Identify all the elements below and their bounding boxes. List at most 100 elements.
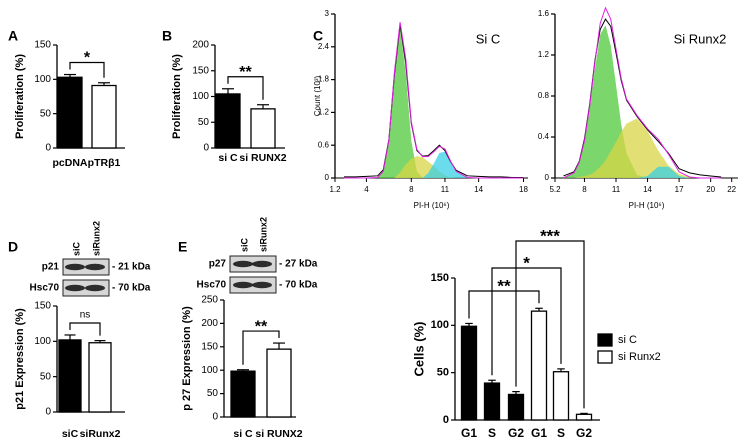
size-label: - 70 kDa: [112, 283, 151, 294]
blot-band: [85, 263, 105, 271]
y-tick-label: 50: [198, 117, 210, 128]
x-tick-label: 18: [519, 185, 528, 194]
blot-band: [252, 260, 272, 268]
y-axis-label: p 27 Expression (%): [181, 306, 193, 411]
bar: [230, 370, 256, 418]
histogram-title: Si Runx2: [674, 31, 727, 46]
x-tick-label: S: [557, 426, 565, 440]
bar: [88, 342, 112, 413]
bar: [91, 84, 117, 149]
y-tick-label: 50: [207, 388, 219, 399]
significance-bracket: [227, 76, 264, 100]
significance-bracket: [242, 330, 280, 365]
x-tick-label: 11: [612, 185, 621, 194]
x-tick-label: 4: [364, 185, 369, 194]
legend-swatch: [597, 350, 613, 364]
y-tick-label: 100: [34, 336, 51, 347]
size-label: - 70 kDa: [279, 280, 318, 291]
fit-area: [343, 27, 524, 178]
blot-band: [85, 284, 105, 292]
x-tick-label: 8: [582, 185, 587, 194]
blot-band: [233, 260, 253, 268]
x-tick-label: 14: [474, 185, 483, 194]
x-tick-label: si C: [218, 152, 238, 164]
y-axis-label: Count (10³): [313, 75, 322, 116]
y-tick-label: 0: [545, 173, 550, 182]
x-axis-label: PI-H (10⁶): [629, 201, 665, 210]
panel-letter: B: [162, 28, 172, 44]
y-tick-label: 0.6: [318, 140, 330, 149]
bar: [552, 371, 570, 421]
y-tick-label: 1.2: [538, 50, 550, 59]
significance-bracket: [468, 290, 540, 319]
significance-label: *: [523, 253, 530, 272]
x-tick-label: si RUNX2: [239, 152, 286, 164]
fit-area: [343, 151, 524, 178]
x-tick-label: siRunx2: [80, 428, 121, 440]
x-tick-label: pTRβ1: [88, 157, 121, 169]
y-tick-label: 100: [201, 365, 218, 376]
y-tick-label: 150: [34, 40, 51, 51]
x-tick-label: 11: [441, 185, 450, 194]
x-tick-label: si C: [233, 428, 253, 440]
bar: [266, 348, 292, 418]
y-tick-label: 3: [325, 9, 330, 18]
y-tick-label: 100: [34, 74, 51, 85]
y-tick-label: 0: [212, 412, 218, 423]
significance-label: ns: [80, 310, 91, 321]
y-tick-label: 100: [431, 319, 449, 331]
x-tick-label: si RUNX2: [255, 428, 302, 440]
y-tick-label: 2.4: [318, 42, 330, 51]
y-tick-label: 50: [40, 108, 52, 119]
bar: [530, 310, 548, 421]
y-tick-label: 0.4: [538, 132, 550, 141]
y-tick-label: 100: [192, 91, 209, 102]
y-axis-label: p21 Expression (%): [14, 308, 26, 410]
x-tick-label: 17: [675, 185, 684, 194]
y-axis-label: Proliferation (%): [14, 54, 26, 139]
significance-label: *: [84, 50, 91, 67]
x-tick-label: 14: [643, 185, 652, 194]
y-tick-label: 0.8: [538, 91, 550, 100]
significance-label: ***: [540, 226, 560, 245]
lane-label: siC: [71, 241, 81, 256]
x-tick-label: G1: [531, 426, 547, 440]
significance-bracket: [69, 322, 101, 336]
y-tick-label: 150: [34, 301, 51, 312]
significance-label: **: [255, 318, 268, 335]
bar: [460, 325, 478, 421]
legend-label: si Runx2: [618, 351, 661, 363]
panel-letter: C: [313, 28, 323, 44]
blot-band: [65, 284, 85, 292]
bar: [575, 413, 593, 421]
y-tick-label: 200: [201, 318, 218, 329]
protein-label: p21: [42, 262, 60, 273]
x-tick-label: 8: [409, 185, 414, 194]
panel-letter: E: [178, 239, 187, 255]
y-tick-label: 0: [443, 414, 449, 426]
fit-area: [563, 118, 722, 178]
x-tick-label: G2: [576, 426, 592, 440]
histogram-title: Si C: [476, 31, 501, 46]
panel-letter: A: [8, 28, 18, 44]
bar: [215, 93, 241, 149]
y-tick-label: 0: [45, 407, 51, 418]
blot-band: [65, 263, 85, 271]
bar: [57, 76, 83, 149]
blot-band: [252, 281, 272, 289]
x-tick-label: siC: [62, 428, 79, 440]
profile-line: [343, 24, 524, 178]
bar: [507, 393, 525, 421]
y-tick-label: 200: [192, 40, 209, 51]
y-axis-label: Cells (%): [411, 322, 426, 377]
lane-label: siRunx2: [258, 217, 268, 252]
lane-label: siC: [239, 237, 249, 252]
significance-label: **: [497, 276, 511, 295]
bar: [483, 382, 501, 421]
x-tick-label: G2: [508, 426, 524, 440]
lane-label: siRunx2: [91, 221, 101, 256]
y-tick-label: 150: [431, 272, 449, 284]
x-tick-label: 1.2: [329, 185, 341, 194]
x-axis-label: PI-H (10⁶): [414, 201, 450, 210]
